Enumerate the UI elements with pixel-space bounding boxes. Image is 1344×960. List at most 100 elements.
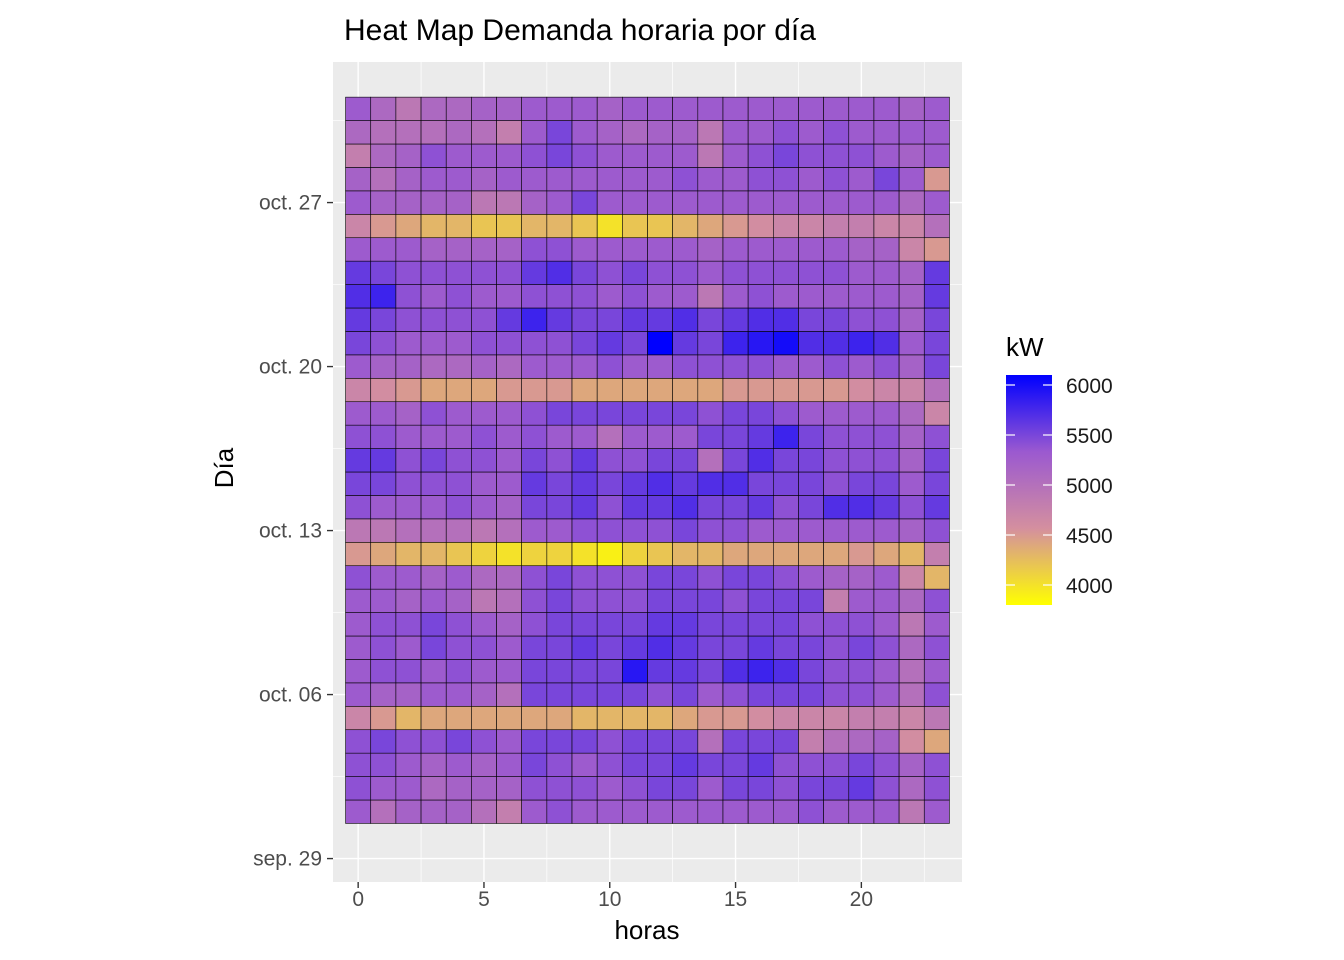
heatmap-cell bbox=[873, 705, 900, 731]
heatmap-cell bbox=[647, 377, 673, 403]
heatmap-cell bbox=[546, 588, 573, 613]
heatmap-cell bbox=[471, 471, 497, 496]
heatmap-cell bbox=[697, 588, 724, 613]
heatmap-cell bbox=[546, 729, 573, 754]
heatmap-cell bbox=[445, 331, 472, 356]
heatmap-cell bbox=[345, 167, 372, 192]
heatmap-cell bbox=[823, 448, 850, 473]
heatmap-cell bbox=[647, 471, 673, 496]
heatmap-cell bbox=[697, 729, 724, 754]
heatmap-cell bbox=[445, 659, 472, 684]
heatmap-cell bbox=[772, 495, 799, 520]
heatmap-cell bbox=[596, 213, 623, 239]
heatmap-cell bbox=[672, 635, 699, 660]
heatmap-cell bbox=[722, 799, 749, 824]
x-axis-title: horas bbox=[614, 915, 679, 945]
heatmap-cell bbox=[596, 635, 623, 660]
heatmap-cell bbox=[370, 190, 397, 215]
heatmap-cell bbox=[923, 541, 950, 567]
heatmap-cell bbox=[697, 331, 724, 356]
heatmap-cell bbox=[798, 541, 824, 567]
heatmap-cell bbox=[873, 588, 900, 613]
heatmap-cell bbox=[798, 96, 824, 121]
heatmap-cell bbox=[848, 752, 875, 777]
heatmap-cell bbox=[672, 705, 699, 731]
heatmap-cell bbox=[747, 776, 774, 801]
heatmap-cell bbox=[420, 705, 447, 731]
heatmap-cell bbox=[571, 401, 598, 426]
heatmap-cell bbox=[772, 471, 799, 496]
heatmap-cell bbox=[521, 96, 548, 121]
heatmap-cell bbox=[697, 448, 724, 473]
heatmap-cell bbox=[672, 495, 699, 520]
heatmap-cell bbox=[898, 260, 925, 285]
heatmap-cell bbox=[345, 354, 372, 379]
heatmap-cell bbox=[420, 424, 447, 449]
heatmap-cell bbox=[873, 659, 900, 684]
heatmap-cell bbox=[798, 143, 824, 168]
heatmap-cell bbox=[370, 541, 397, 567]
heatmap-cell bbox=[370, 424, 397, 449]
heatmap-cell bbox=[546, 167, 573, 192]
heatmap-cell bbox=[496, 541, 523, 567]
heatmap-cell bbox=[345, 284, 372, 309]
heatmap-cell bbox=[445, 354, 472, 379]
heatmap-cell bbox=[596, 260, 623, 285]
heatmap-cell bbox=[370, 96, 397, 121]
heatmap-cell bbox=[596, 143, 623, 168]
heatmap-cell bbox=[697, 565, 724, 590]
heatmap-cell bbox=[395, 260, 422, 285]
heatmap-cell bbox=[370, 143, 397, 168]
heatmap-cell bbox=[672, 120, 699, 145]
heatmap-cell bbox=[647, 307, 673, 332]
heatmap-cell bbox=[596, 190, 623, 215]
heatmap-cell bbox=[445, 518, 472, 543]
heatmap-cell bbox=[445, 167, 472, 192]
heatmap-cell bbox=[395, 729, 422, 754]
heatmap-cell bbox=[747, 401, 774, 426]
heatmap-cell bbox=[496, 448, 523, 473]
heatmap-cell bbox=[722, 541, 749, 567]
heatmap-cell bbox=[823, 260, 850, 285]
heatmap-cell bbox=[370, 401, 397, 426]
heatmap-cell bbox=[923, 284, 950, 309]
heatmap-cell bbox=[722, 471, 749, 496]
heatmap-cell bbox=[798, 448, 824, 473]
heatmap-cell bbox=[722, 424, 749, 449]
heatmap-cell bbox=[496, 635, 523, 660]
heatmap-cell bbox=[395, 307, 422, 332]
heatmap-cell bbox=[420, 588, 447, 613]
heatmap-cell bbox=[370, 331, 397, 356]
heatmap-cell bbox=[798, 120, 824, 145]
heatmap-cell bbox=[672, 588, 699, 613]
heatmap-cell bbox=[370, 495, 397, 520]
heatmap-cell bbox=[823, 213, 850, 239]
heatmap-cell bbox=[471, 237, 497, 262]
heatmap-cell bbox=[697, 495, 724, 520]
heatmap-cell bbox=[672, 260, 699, 285]
heatmap-cell bbox=[772, 541, 799, 567]
heatmap-cell bbox=[445, 213, 472, 239]
heatmap-cell bbox=[747, 612, 774, 637]
heatmap-cell bbox=[898, 705, 925, 731]
heatmap-cell bbox=[798, 776, 824, 801]
heatmap-cell bbox=[647, 213, 673, 239]
heatmap-cell bbox=[647, 635, 673, 660]
heatmap-cell bbox=[672, 518, 699, 543]
heatmap-cell bbox=[370, 705, 397, 731]
heatmap-cell bbox=[647, 354, 673, 379]
heatmap-cell bbox=[697, 260, 724, 285]
heatmap-cell bbox=[521, 167, 548, 192]
heatmap-cell bbox=[370, 120, 397, 145]
heatmap-cell bbox=[823, 401, 850, 426]
heatmap-cell bbox=[370, 729, 397, 754]
heatmap-cell bbox=[898, 377, 925, 403]
heatmap-cell bbox=[471, 682, 497, 707]
heatmap-cell bbox=[747, 588, 774, 613]
heatmap-cell bbox=[722, 331, 749, 356]
heatmap-cell bbox=[798, 518, 824, 543]
heatmap-cell bbox=[823, 659, 850, 684]
heatmap-cell bbox=[395, 377, 422, 403]
heatmap-cell bbox=[471, 424, 497, 449]
legend-colorbar bbox=[1006, 375, 1052, 605]
